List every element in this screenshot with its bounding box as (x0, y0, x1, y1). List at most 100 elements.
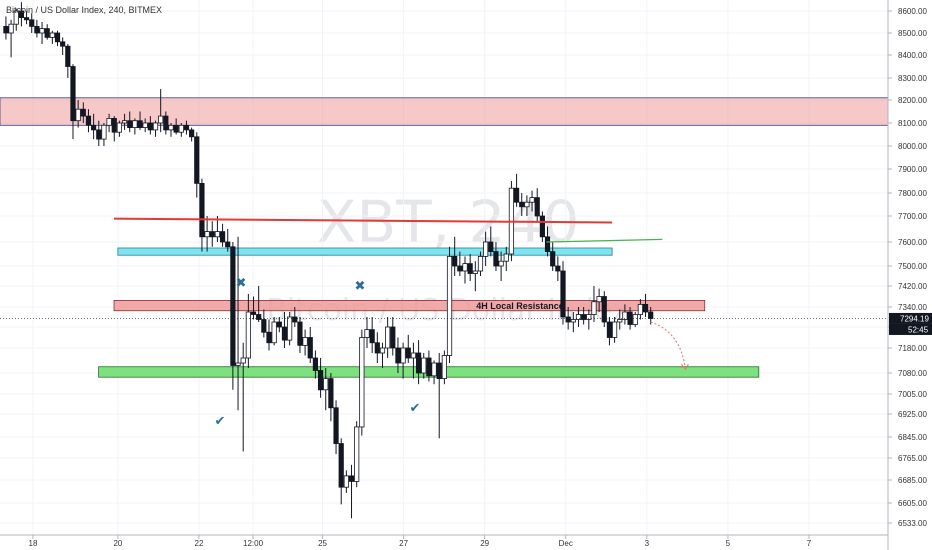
candle-body[interactable] (168, 124, 174, 131)
candle-body[interactable] (127, 120, 133, 128)
candle-body[interactable] (601, 296, 607, 323)
candle-body[interactable] (65, 45, 71, 67)
candle-body[interactable] (648, 311, 654, 319)
candle-body[interactable] (586, 314, 592, 320)
candle-body[interactable] (333, 407, 339, 444)
candle-body[interactable] (261, 319, 267, 333)
candle-body[interactable] (44, 28, 50, 38)
candle-body[interactable] (80, 108, 86, 117)
candle-body[interactable] (498, 260, 504, 267)
candle-body[interactable] (152, 122, 159, 131)
candle-body[interactable] (421, 357, 427, 374)
candle-body[interactable] (617, 319, 623, 323)
candle-body[interactable] (390, 326, 396, 349)
candle-body[interactable] (178, 124, 184, 133)
candle-body[interactable] (276, 321, 282, 328)
candle-body[interactable] (379, 347, 386, 354)
candle-body[interactable] (405, 347, 411, 359)
candle-body[interactable] (266, 331, 272, 344)
candle-body[interactable] (34, 25, 40, 34)
time-axis[interactable]: 18 20 22 12:00 25 27 29 Dec 3 5 7 (29, 535, 812, 548)
candle-body[interactable] (431, 362, 437, 377)
candle-body[interactable] (302, 337, 308, 346)
candle-body[interactable] (142, 122, 148, 128)
candle-body[interactable] (472, 270, 478, 274)
price-axis[interactable] (888, 0, 932, 550)
candle-body[interactable] (292, 316, 298, 323)
candle-body[interactable] (219, 231, 226, 243)
candle-body[interactable] (581, 314, 587, 320)
candle-body[interactable] (555, 265, 561, 272)
candle-body[interactable] (54, 32, 61, 43)
candle-body[interactable] (544, 236, 551, 253)
candle-body[interactable] (436, 362, 442, 380)
candle-body[interactable] (189, 129, 195, 138)
candle-body[interactable] (323, 378, 329, 391)
candle-body[interactable] (550, 251, 556, 267)
candle-body[interactable] (524, 201, 530, 208)
projection-arrow[interactable] (650, 321, 686, 370)
candle-body[interactable] (256, 314, 262, 320)
candle-body[interactable] (60, 41, 66, 47)
candle-body[interactable] (452, 255, 458, 267)
candle-body[interactable] (49, 32, 55, 38)
candle-body[interactable] (477, 255, 484, 272)
candle-body[interactable] (183, 124, 190, 131)
candle-body[interactable] (374, 342, 380, 354)
candle-body[interactable] (395, 347, 401, 364)
candle-body[interactable] (637, 303, 643, 315)
candle-body[interactable] (158, 115, 164, 124)
line-red-trend[interactable] (114, 217, 613, 224)
candle-body[interactable] (462, 263, 468, 272)
candle-body[interactable] (297, 321, 303, 346)
candle-body[interactable] (611, 321, 618, 338)
candle-body[interactable] (570, 319, 576, 323)
line-green-trend[interactable] (546, 238, 663, 243)
candle-body[interactable] (199, 182, 205, 238)
candle-body[interactable] (410, 352, 417, 359)
candle-body[interactable] (467, 263, 473, 274)
candle-body[interactable] (214, 231, 221, 238)
candle-body[interactable] (539, 215, 545, 238)
candle-body[interactable] (493, 251, 499, 267)
candle-body[interactable] (137, 120, 143, 128)
candle-body[interactable] (225, 241, 231, 248)
candle-body[interactable] (591, 301, 597, 315)
candle-body[interactable] (359, 337, 365, 428)
candle-body[interactable] (529, 197, 535, 203)
candle-body[interactable] (457, 265, 463, 272)
candle-body[interactable] (606, 321, 613, 338)
candle-body[interactable] (230, 246, 236, 366)
candle-body[interactable] (121, 120, 128, 124)
candle-body[interactable] (348, 475, 355, 482)
candle-body[interactable] (400, 347, 406, 364)
zone-local-resistance[interactable] (113, 300, 706, 312)
candle-body[interactable] (441, 355, 447, 380)
candle-body[interactable] (575, 314, 582, 320)
candle-body[interactable] (364, 329, 370, 338)
candle-body[interactable] (132, 120, 138, 128)
candle-body[interactable] (426, 357, 432, 377)
candle-body[interactable] (483, 241, 489, 257)
candle-body[interactable] (271, 321, 277, 344)
candle-body[interactable] (75, 108, 81, 122)
candle-body[interactable] (534, 197, 540, 217)
zone-mid-level[interactable] (117, 247, 613, 256)
candle-body[interactable] (317, 370, 324, 391)
overlays[interactable]: 4H Local Resistance ✖ ✖ ✔ ✔ (0, 217, 888, 429)
candle-body[interactable] (8, 23, 14, 34)
candle-body[interactable] (250, 311, 257, 315)
candle-body[interactable] (513, 187, 520, 203)
candle-body[interactable] (235, 362, 241, 366)
candle-body[interactable] (369, 329, 375, 344)
candle-body[interactable] (338, 443, 344, 488)
candle-body[interactable] (111, 118, 117, 133)
candle-body[interactable] (18, 10, 25, 18)
candle-body[interactable] (622, 311, 628, 320)
candle-body[interactable] (488, 241, 494, 252)
candle-body[interactable] (3, 25, 9, 34)
candle-body[interactable] (85, 115, 92, 126)
candle-body[interactable] (565, 316, 571, 323)
candle-body[interactable] (106, 118, 112, 126)
